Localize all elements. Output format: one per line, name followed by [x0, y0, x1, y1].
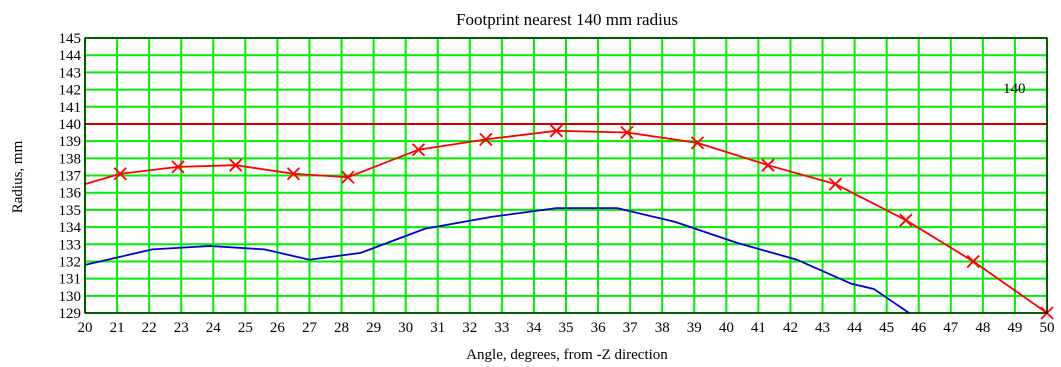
- x-tick-label: 44: [847, 320, 863, 336]
- x-tick-label: 46: [911, 320, 927, 336]
- series-1-marker: [828, 177, 842, 191]
- series-1-marker: [479, 132, 493, 147]
- x-tick-label: 31: [430, 320, 445, 336]
- series-1-marker: [549, 124, 564, 138]
- series-1-marker: [411, 143, 426, 157]
- x-tick-label: 28: [334, 320, 349, 336]
- series-1-marker: [690, 136, 705, 150]
- x-tick-label: 38: [655, 320, 670, 336]
- y-tick-label: 129: [59, 306, 82, 322]
- x-tick-label: 40: [719, 320, 734, 336]
- y-tick-label: 145: [59, 31, 82, 47]
- y-tick-label: 134: [59, 220, 82, 236]
- x-tick-label: 20: [78, 320, 93, 336]
- chart-title: Footprint nearest 140 mm radius: [456, 10, 678, 29]
- x-tick-label: 26: [270, 320, 286, 336]
- x-tick-label: 37: [623, 320, 639, 336]
- x-tick-label: 45: [879, 320, 894, 336]
- series-1-marker: [966, 254, 980, 269]
- x-tick-label: 29: [366, 320, 381, 336]
- x-tick-label: 49: [1007, 320, 1022, 336]
- series-1-marker: [341, 170, 355, 184]
- y-tick-label: 136: [59, 186, 82, 202]
- x-tick-label: 32: [462, 320, 477, 336]
- y-tick-label: 139: [59, 134, 82, 150]
- y-tick-label: 133: [59, 237, 82, 253]
- series-1-marker: [171, 160, 185, 174]
- y-axis-label: Radius, mm: [10, 140, 26, 213]
- y-tick-label: 137: [59, 169, 82, 185]
- x-tick-label: 43: [815, 320, 830, 336]
- y-tick-labels: 1291301311321331341351361371381391401411…: [59, 31, 82, 322]
- x-tick-label: 50: [1040, 320, 1055, 336]
- x-tick-label: 27: [302, 320, 318, 336]
- plot-frame: [84, 37, 1048, 314]
- series-1-marker: [286, 167, 301, 181]
- x-tick-label: 33: [494, 320, 509, 336]
- x-tick-label: 25: [238, 320, 253, 336]
- x-tick-labels: 20 21 22 23 24 25 26 27 28 29 30 31 32 33 34 35 36 37 38 39…: [78, 320, 1055, 336]
- series-group: [84, 124, 1054, 320]
- x-tick-label: 22: [142, 320, 157, 336]
- series-line-1: [84, 129, 1048, 314]
- y-tick-label: 140: [59, 117, 82, 133]
- y-tick-label: 131: [59, 272, 82, 288]
- x-tick-label: 30: [398, 320, 413, 336]
- y-tick-label: 130: [59, 289, 82, 305]
- y-tick-label: 142: [59, 83, 82, 99]
- x-tick-label: 34: [526, 320, 542, 336]
- x-tick-label: 24: [206, 320, 222, 336]
- x-tick-label: 36: [591, 320, 607, 336]
- reference-line-label: 140: [1003, 81, 1026, 97]
- y-tick-label: 141: [59, 100, 82, 116]
- y-tick-label: 143: [59, 65, 82, 81]
- x-tick-label: 41: [751, 320, 766, 336]
- series-line-2: [84, 207, 910, 314]
- series-1-marker: [620, 125, 634, 140]
- series-1-marker: [113, 167, 127, 181]
- y-tick-label: 144: [59, 48, 82, 64]
- x-tick-label: 23: [174, 320, 189, 336]
- y-tick-label: 132: [59, 254, 82, 270]
- x-axis-label: Angle, degrees, from -Z direction: [466, 347, 668, 363]
- x-tick-label: 42: [783, 320, 798, 336]
- x-tick-label: 48: [975, 320, 990, 336]
- series-1-marker: [899, 213, 913, 227]
- x-tick-label: 47: [943, 320, 959, 336]
- grid: [84, 37, 1048, 314]
- x-tick-label: 39: [687, 320, 702, 336]
- y-tick-label: 135: [59, 203, 82, 219]
- series-1-marker: [761, 158, 775, 172]
- y-tick-label: 138: [59, 151, 82, 167]
- x-tick-label: 21: [110, 320, 125, 336]
- series-1-marker: [229, 158, 243, 172]
- x-tick-label: 35: [559, 320, 574, 336]
